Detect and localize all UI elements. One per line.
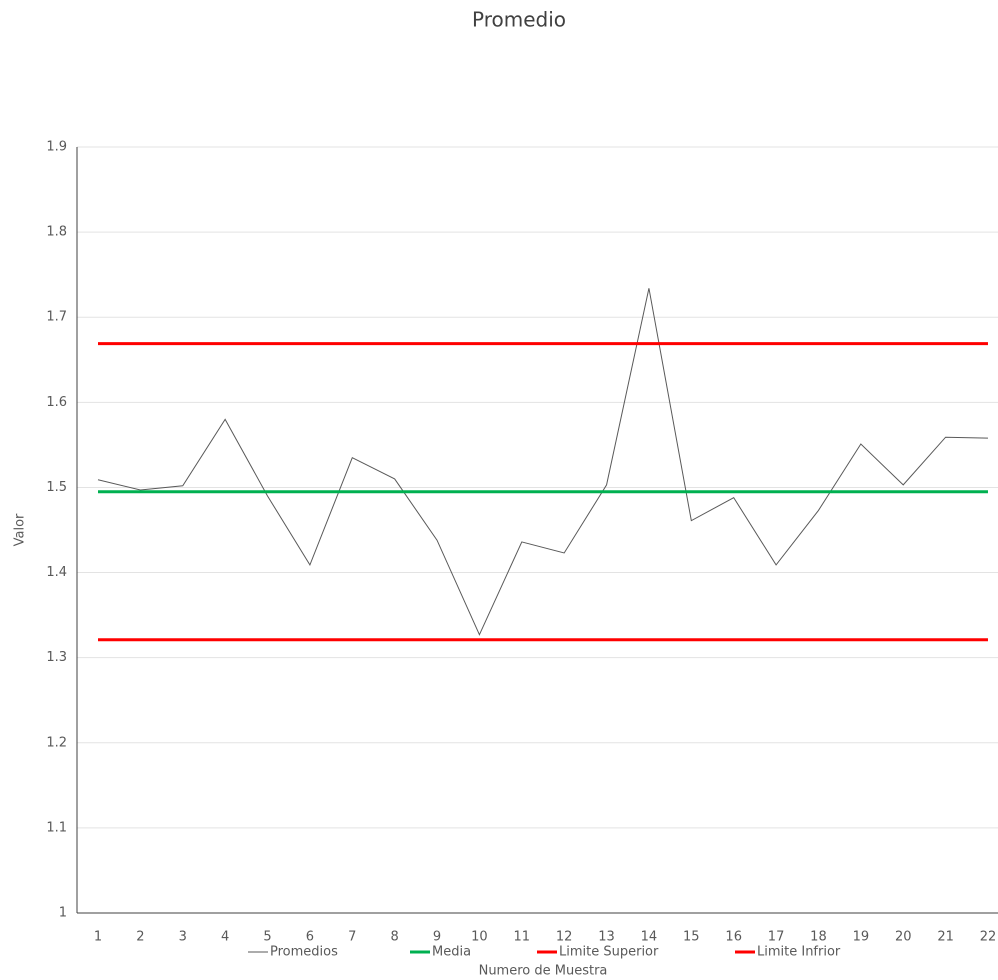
- x-tick-label: 21: [937, 930, 954, 945]
- x-tick-label: 8: [391, 930, 399, 945]
- legend-label: Limite Superior: [559, 945, 659, 960]
- x-tick-label: 2: [136, 930, 144, 945]
- y-tick-label: 1.3: [46, 650, 67, 665]
- legend-label: Limite Infrior: [757, 945, 841, 960]
- x-tick-label: 6: [306, 930, 314, 945]
- x-tick-label: 16: [725, 930, 742, 945]
- y-axis-label: Valor: [13, 513, 28, 546]
- x-axis-label: Numero de Muestra: [479, 964, 608, 979]
- series-line: [97, 288, 988, 636]
- x-tick-label: 1: [94, 930, 102, 945]
- y-tick-label: 1.6: [46, 395, 67, 410]
- x-tick-label: 5: [263, 930, 271, 945]
- legend-label: Promedios: [270, 945, 338, 960]
- legend-label: Media: [432, 945, 471, 960]
- x-tick-label: 18: [810, 930, 827, 945]
- x-tick-label: 19: [853, 930, 870, 945]
- x-tick-label: 3: [179, 930, 187, 945]
- y-tick-label: 1.7: [46, 310, 67, 325]
- x-tick-label: 20: [895, 930, 912, 945]
- y-tick-label: 1.8: [46, 225, 67, 240]
- x-tick-label: 22: [980, 930, 997, 945]
- y-tick-label: 1.4: [46, 565, 67, 580]
- y-tick-label: 1.5: [46, 480, 67, 495]
- y-tick-label: 1: [59, 906, 67, 921]
- x-tick-label: 13: [598, 930, 615, 945]
- x-tick-label: 9: [433, 930, 441, 945]
- x-tick-label: 12: [556, 930, 573, 945]
- x-tick-label: 17: [768, 930, 785, 945]
- y-tick-label: 1.2: [46, 735, 67, 750]
- x-tick-label: 10: [471, 930, 488, 945]
- y-tick-label: 1.1: [46, 820, 67, 835]
- x-tick-label: 7: [348, 930, 356, 945]
- x-tick-label: 14: [641, 930, 658, 945]
- x-tick-label: 15: [683, 930, 700, 945]
- y-tick-label: 1.9: [46, 140, 67, 155]
- chart-title: Promedio: [472, 8, 566, 32]
- x-tick-label: 4: [221, 930, 229, 945]
- x-tick-label: 11: [514, 930, 531, 945]
